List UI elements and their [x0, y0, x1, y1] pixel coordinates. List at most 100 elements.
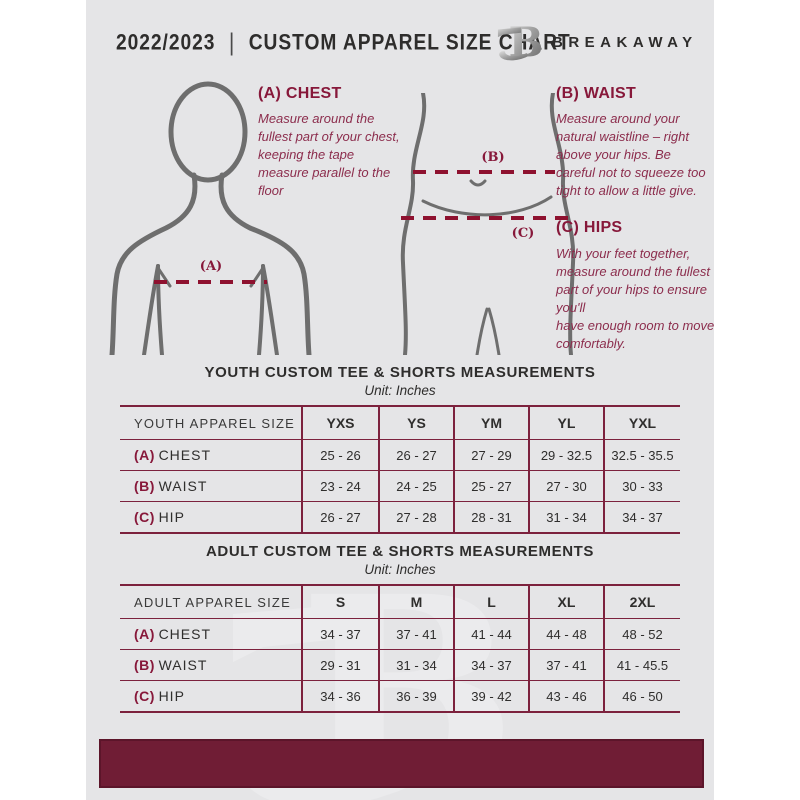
left-inner-leg: [475, 307, 489, 355]
cell: 31 - 34: [378, 649, 454, 681]
youth-size-yxl: YXL: [603, 405, 680, 440]
adult-size-l: L: [453, 584, 529, 619]
cell: 43 - 46: [528, 680, 604, 713]
cell: 39 - 42: [453, 680, 529, 713]
left-inner-arm: [142, 264, 160, 355]
hips-heading: (C) HIPS: [556, 219, 623, 236]
cell: 29 - 32.5: [528, 439, 604, 471]
youth-waist-row: (B) WAIST 23 - 24 24 - 25 25 - 27 27 - 3…: [120, 470, 680, 502]
youth-size-label: YOUTH APPAREL SIZE: [120, 405, 302, 440]
right-inner-leg: [487, 307, 501, 355]
adult-measurements-section: ADULT CUSTOM TEE & SHORTS MEASUREMENTS U…: [120, 543, 680, 713]
right-torso-side: [257, 264, 265, 355]
row-label: WAIST: [158, 478, 208, 494]
row-label: WAIST: [158, 657, 208, 673]
waist-instructions: Measure around your natural waistline – …: [556, 111, 706, 198]
cell: 34 - 37: [301, 618, 379, 650]
header-divider: |: [228, 28, 236, 56]
adult-size-xl: XL: [528, 584, 604, 619]
hip-curve: [421, 195, 553, 217]
youth-table-title: YOUTH CUSTOM TEE & SHORTS MEASUREMENTS: [204, 364, 596, 381]
row-marker: (B): [134, 478, 155, 494]
cell: 25 - 27: [453, 470, 529, 502]
cell: 27 - 30: [528, 470, 604, 502]
cell: 30 - 33: [603, 470, 680, 502]
cell: 24 - 25: [378, 470, 454, 502]
cell: 32.5 - 35.5: [603, 439, 680, 471]
youth-size-ys: YS: [378, 405, 454, 440]
youth-size-yxs: YXS: [301, 405, 379, 440]
youth-size-yl: YL: [528, 405, 604, 440]
cell: 26 - 27: [378, 439, 454, 471]
youth-measurements-section: YOUTH CUSTOM TEE & SHORTS MEASUREMENTS U…: [120, 364, 680, 534]
breakaway-b-logo-icon: [497, 17, 544, 64]
waist-marker-label: (B): [481, 150, 504, 165]
cell: 36 - 39: [378, 680, 454, 713]
row-marker: (C): [134, 688, 155, 704]
youth-size-table: YOUTH APPAREL SIZE YXS YS YM YL YXL (A) …: [120, 405, 680, 534]
chest-instructions: Measure around the fullest part of your …: [258, 111, 400, 198]
cell: 46 - 50: [603, 680, 680, 713]
cell: 37 - 41: [528, 649, 604, 681]
season-text: 2022/2023: [116, 29, 216, 55]
cell: 34 - 37: [603, 501, 680, 534]
left-body-outline: [400, 93, 427, 355]
cell: 44 - 48: [528, 618, 604, 650]
adult-size-s: S: [301, 584, 379, 619]
youth-chest-row: (A) CHEST 25 - 26 26 - 27 27 - 29 29 - 3…: [120, 439, 680, 471]
adult-chest-row: (A) CHEST 34 - 37 37 - 41 41 - 44 44 - 4…: [120, 618, 680, 650]
lower-body-diagram: (B) (C): [400, 93, 577, 355]
adult-header-row: ADULT APPAREL SIZE S M L XL 2XL: [120, 584, 680, 619]
cell: 34 - 37: [453, 649, 529, 681]
left-armpit-notch: [156, 266, 172, 288]
cell: 25 - 26: [301, 439, 379, 471]
right-body-outline: [549, 93, 576, 355]
row-marker: (B): [134, 657, 155, 673]
chest-marker-label: (A): [200, 259, 222, 274]
row-marker: (A): [134, 447, 155, 463]
cell: 27 - 29: [453, 439, 529, 471]
left-shoulder-arm: [109, 172, 198, 355]
adult-size-m: M: [378, 584, 454, 619]
right-shoulder-arm: [218, 172, 312, 355]
cell: 28 - 31: [453, 501, 529, 534]
cell: 26 - 27: [301, 501, 379, 534]
row-label: CHEST: [158, 626, 212, 642]
cell: 29 - 31: [301, 649, 379, 681]
adult-size-table: ADULT APPAREL SIZE S M L XL 2XL (A) CHES…: [120, 584, 680, 713]
row-marker: (A): [134, 626, 155, 642]
cell: 48 - 52: [603, 618, 680, 650]
cell: 41 - 44: [453, 618, 529, 650]
cell: 34 - 36: [301, 680, 379, 713]
row-marker: (C): [134, 509, 155, 525]
cell: 41 - 45.5: [603, 649, 680, 681]
hips-marker-label: (C): [512, 226, 535, 241]
chest-heading: (A) CHEST: [258, 85, 342, 102]
adult-size-2xl: 2XL: [603, 584, 680, 619]
navel-mark: [469, 179, 487, 187]
youth-header-row: YOUTH APPAREL SIZE YXS YS YM YL YXL: [120, 405, 680, 440]
youth-hip-row: (C) HIP 26 - 27 27 - 28 28 - 31 31 - 34 …: [120, 501, 680, 534]
youth-size-ym: YM: [453, 405, 529, 440]
hips-instructions: With your feet together, measure around …: [556, 246, 714, 351]
brand-name: BREAKAWAY: [552, 34, 698, 51]
cell: 37 - 41: [378, 618, 454, 650]
chart-page: B 2022/2023 | CUSTOM APPAREL SIZE CHART …: [86, 0, 714, 800]
cell: 31 - 34: [528, 501, 604, 534]
head-outline: [168, 81, 248, 183]
row-label: HIP: [158, 688, 185, 704]
adult-waist-row: (B) WAIST 29 - 31 31 - 34 34 - 37 37 - 4…: [120, 649, 680, 681]
waist-heading: (B) WAIST: [556, 85, 637, 102]
cell: 27 - 28: [378, 501, 454, 534]
youth-table-unit: Unit: Inches: [364, 383, 436, 398]
footer-accent-bar: [99, 739, 704, 788]
adult-hip-row: (C) HIP 34 - 36 36 - 39 39 - 42 43 - 46 …: [120, 680, 680, 713]
upper-body-diagram: (A): [109, 81, 312, 355]
right-inner-arm: [261, 264, 279, 355]
left-torso-side: [156, 264, 164, 355]
adult-table-title: ADULT CUSTOM TEE & SHORTS MEASUREMENTS: [205, 543, 595, 560]
adult-table-unit: Unit: Inches: [364, 562, 436, 577]
row-label: HIP: [158, 509, 185, 525]
cell: 23 - 24: [301, 470, 379, 502]
